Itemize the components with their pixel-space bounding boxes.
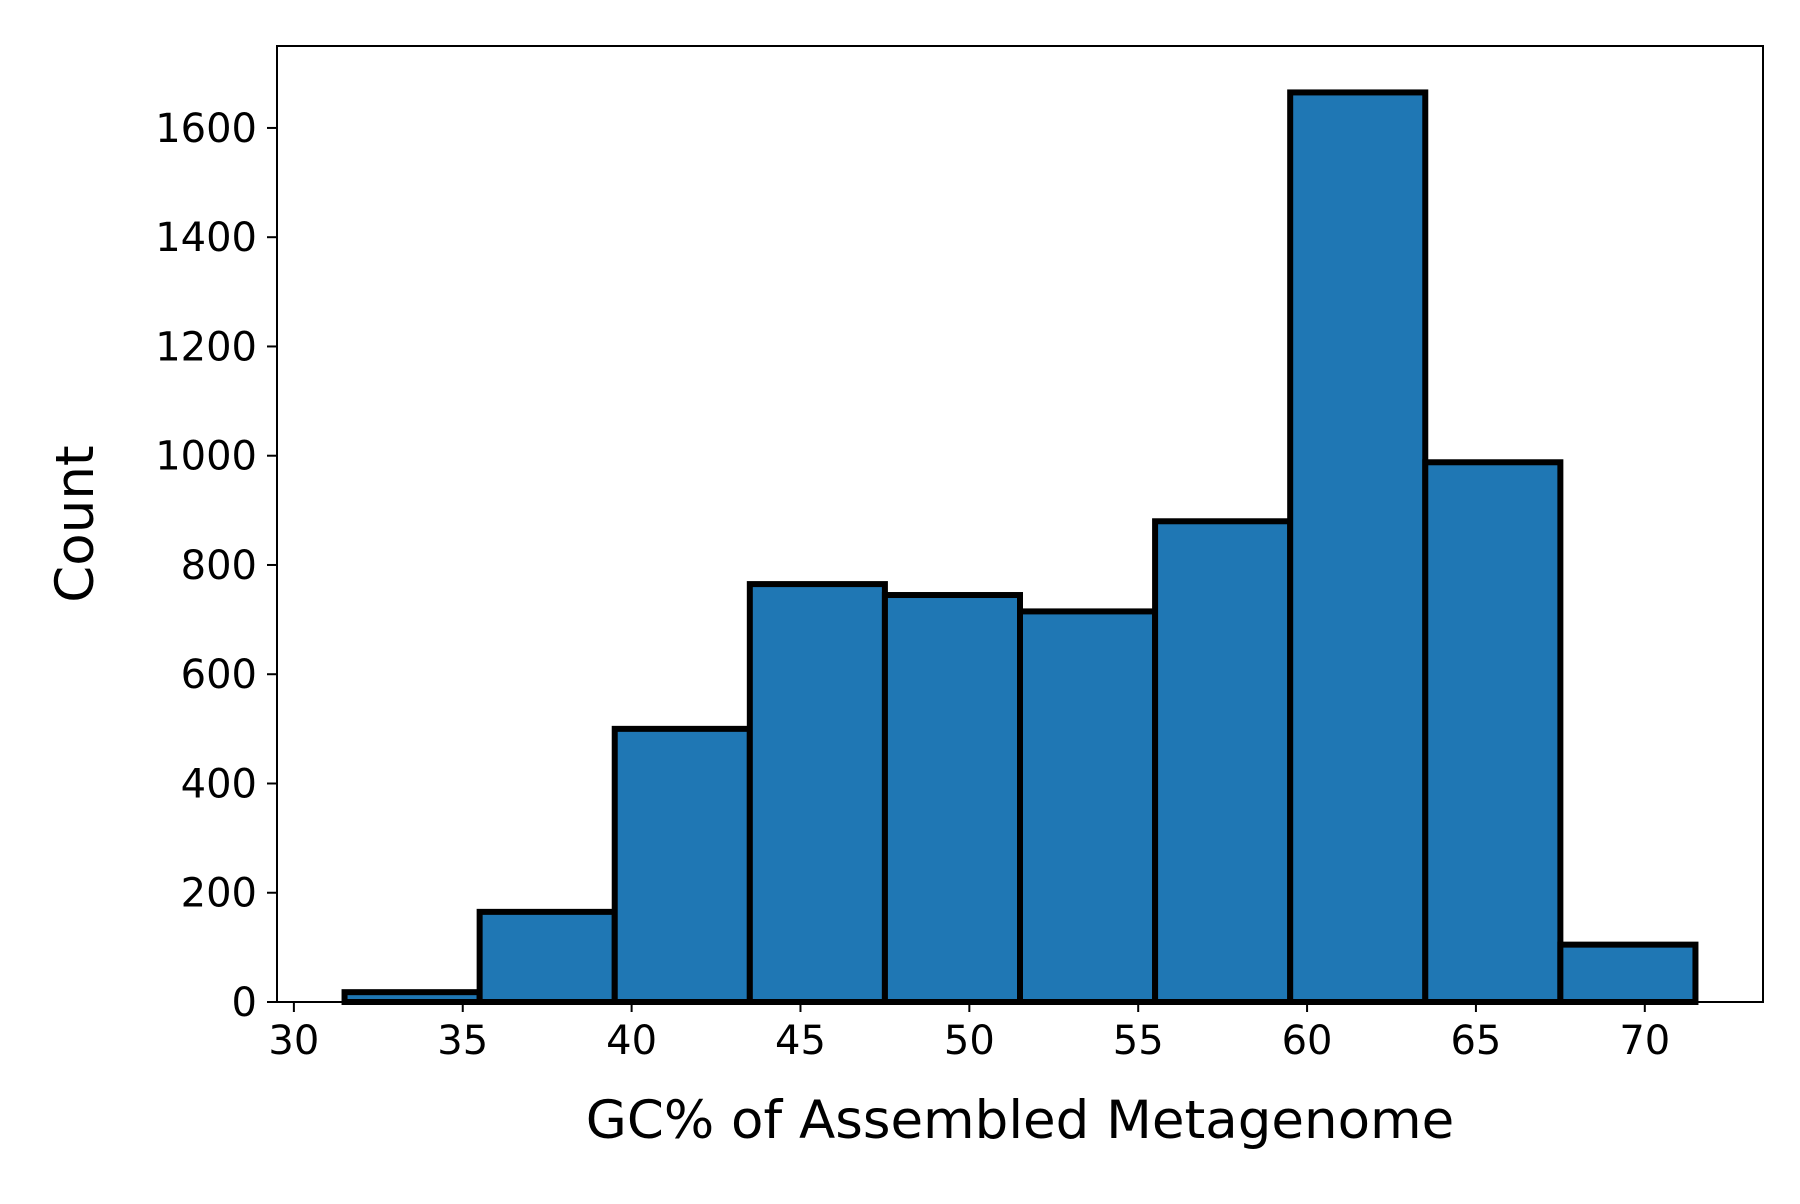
ticks-layer: 30 35 40 45 50 55 60 65 70 0 200 400 600 800 1000 1200 1…: [155, 106, 1670, 1064]
histogram-bar: [881, 592, 1024, 1005]
x-axis-label: GC% of Assembled Metagenome: [586, 1090, 1455, 1151]
x-tick-label: 35: [437, 1018, 488, 1064]
x-tick-label: 65: [1450, 1018, 1501, 1064]
x-tick-label: 60: [1282, 1018, 1333, 1064]
y-tick-label: 1400: [155, 215, 257, 261]
y-tick-label: 600: [181, 652, 257, 698]
x-tick-label: 30: [268, 1018, 319, 1064]
x-tick-label: 45: [775, 1018, 826, 1064]
y-axis-label: Count: [45, 445, 106, 602]
x-tick-label: 70: [1619, 1018, 1670, 1064]
histogram-bar: [1422, 459, 1564, 1005]
histogram-bar: [1152, 518, 1294, 1005]
histogram-bar: [746, 581, 888, 1005]
y-tick-label: 1600: [155, 106, 257, 152]
histogram-bar: [476, 908, 618, 1005]
axes-layer: [276, 45, 1764, 1003]
y-tick-label: 200: [181, 871, 257, 917]
y-tick-label: 1200: [155, 324, 257, 370]
x-tick-label: 55: [1113, 1018, 1164, 1064]
histogram-bar: [611, 725, 753, 1005]
histogram-bar: [1287, 89, 1429, 1006]
y-tick-label: 800: [181, 543, 257, 589]
bars-layer: [341, 89, 1699, 1006]
x-tick-label: 40: [606, 1018, 657, 1064]
y-tick-label: 400: [181, 761, 257, 807]
histogram-bar: [1017, 608, 1159, 1005]
histogram-bar: [341, 989, 483, 1006]
plot-frame: [276, 45, 1764, 1003]
y-tick-label: 0: [232, 980, 257, 1026]
histogram-bar: [1557, 941, 1699, 1006]
x-tick-label: 50: [944, 1018, 995, 1064]
y-tick-label: 1000: [155, 434, 257, 480]
